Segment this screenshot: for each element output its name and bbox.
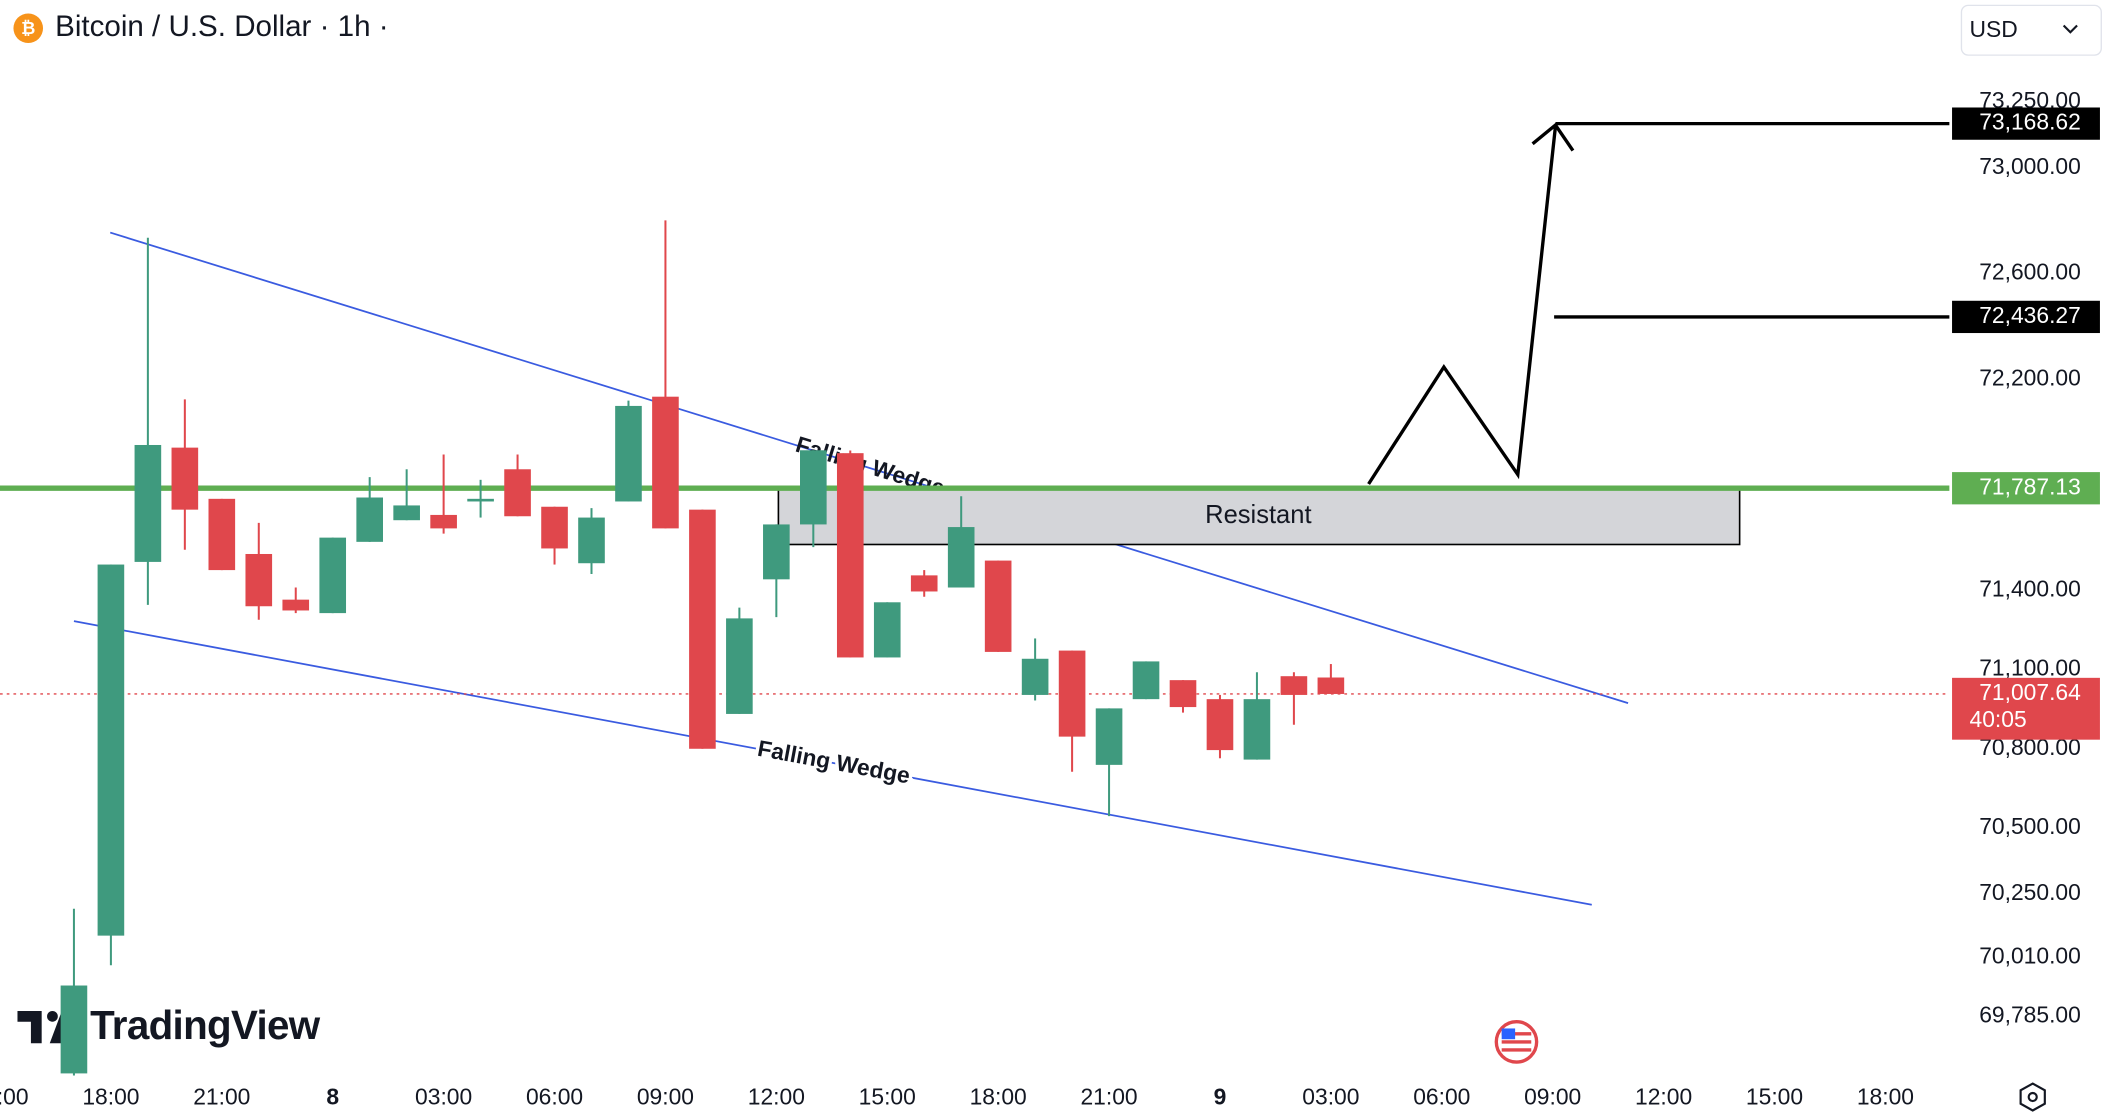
candle-body (1280, 676, 1308, 695)
watermark: TradingView (90, 1002, 321, 1048)
x-tick-label: 09:00 (1524, 1083, 1581, 1109)
price-tag (1952, 300, 2100, 334)
candle-body (319, 537, 347, 614)
y-tick-label: 71,100.00 (1979, 655, 2081, 681)
y-tick-label: 72,200.00 (1979, 364, 2081, 390)
wedge-upper (109, 231, 1629, 704)
x-tick-label: 21:00 (193, 1083, 250, 1109)
x-tick-label: 15:00 (1746, 1083, 1803, 1109)
x-tick-label: 21:00 (1080, 1083, 1137, 1109)
y-tick-label: 69,785.00 (1979, 1002, 2081, 1028)
resistance-zone (777, 487, 1741, 546)
projection-arrow (1531, 122, 1575, 152)
y-tick-label: 70,250.00 (1979, 879, 2081, 905)
settings-icon-center[interactable] (2027, 1091, 2038, 1103)
candle-body (1317, 677, 1345, 694)
price-tag (1952, 472, 2100, 505)
x-tick-label: 12:00 (1635, 1083, 1692, 1109)
candle-body (1132, 661, 1160, 700)
x-tick-label: 06:00 (526, 1083, 583, 1109)
price-tag-label: 71,787.13 (1979, 473, 2081, 499)
candle-body (504, 469, 531, 517)
candle-body (910, 575, 938, 592)
candle-body (467, 498, 494, 502)
chart-title: Bitcoin / U.S. Dollar · 1h · (55, 10, 389, 43)
currency-label[interactable]: USD (1970, 16, 2018, 42)
x-tick-label: 18:00 (82, 1083, 139, 1109)
candle-body (356, 497, 383, 542)
x-tick-label: 12:00 (748, 1083, 805, 1109)
dropdown-caret[interactable] (2062, 24, 2078, 34)
candle-body (652, 396, 679, 529)
candle-body (873, 602, 901, 658)
candle-body (1058, 650, 1086, 737)
countdown: 40:05 (1970, 706, 2027, 732)
candle-body (282, 599, 310, 611)
y-tick-label: 72,600.00 (1979, 259, 2081, 285)
x-tick-label: 8 (326, 1083, 339, 1109)
y-tick-label: 70,010.00 (1979, 942, 2081, 968)
flag-canton (1501, 1028, 1516, 1040)
candle-body (97, 564, 125, 936)
x-tick-label: 03:00 (1302, 1083, 1359, 1109)
projection-path (1367, 126, 1558, 485)
candle-body (689, 509, 716, 749)
x-tick-label: 18:00 (1857, 1083, 1914, 1109)
x-tick-label: 03:00 (415, 1083, 472, 1109)
candle-body (541, 506, 568, 549)
x-tick-label: 15:00 (859, 1083, 916, 1109)
candle-body (836, 453, 864, 658)
candle-body (1243, 699, 1271, 760)
candle-body (1206, 699, 1234, 751)
y-tick-label: 73,000.00 (1979, 153, 2081, 179)
bitcoin-glyph: ₿ (21, 18, 35, 38)
candle-body (726, 618, 753, 714)
x-tick-label: 09:00 (637, 1083, 694, 1109)
price-tag-label: 73,168.62 (1979, 109, 2081, 135)
settings-icon[interactable] (2019, 1082, 2046, 1112)
price-tag (1952, 107, 2100, 140)
currency-button[interactable] (1960, 4, 2102, 56)
candle-body (134, 444, 162, 562)
candle-body (60, 985, 88, 1074)
price-tag-label: 71,007.64 (1979, 679, 2081, 705)
candle-body (763, 524, 790, 580)
logo-mark (17, 1010, 42, 1044)
candle-body (393, 505, 420, 521)
candle-body (208, 498, 236, 571)
wedge-lower (73, 620, 1592, 906)
candle-body (947, 527, 975, 588)
resistance-zone-label: Resistant (1205, 501, 1311, 529)
candle-body (430, 514, 457, 529)
candle-body (1021, 658, 1049, 695)
x-tick-label: 15:00 (0, 1083, 29, 1109)
x-tick-label: 06:00 (1413, 1083, 1470, 1109)
price-tag (1952, 677, 2100, 740)
candle-body (245, 553, 273, 607)
candle-body (171, 447, 199, 510)
candle-body (578, 517, 605, 564)
logo-dot (47, 1010, 58, 1022)
x-tick-label: 18:00 (970, 1083, 1027, 1109)
candle-body (800, 450, 827, 525)
price-tag-label: 72,436.27 (1979, 302, 2081, 328)
candle-body (984, 560, 1012, 652)
candle-body (1169, 680, 1197, 708)
bitcoin-icon (13, 13, 44, 44)
y-tick-label: 71,400.00 (1979, 575, 2081, 601)
y-tick-label: 70,500.00 (1979, 813, 2081, 839)
candle-body (1095, 708, 1123, 765)
candle-body (615, 405, 642, 502)
x-tick-label: 9 (1214, 1083, 1227, 1109)
